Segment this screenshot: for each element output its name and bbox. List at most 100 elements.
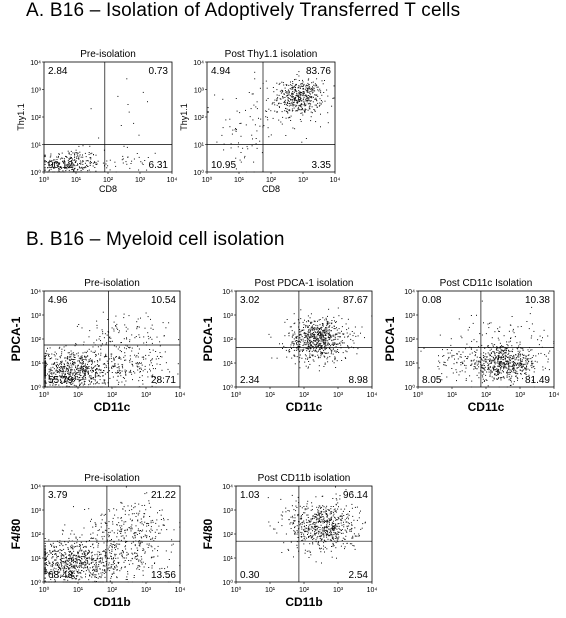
event-point bbox=[85, 377, 86, 378]
event-point bbox=[308, 97, 309, 98]
quadrant-upper-left: 0.08 bbox=[422, 295, 442, 306]
event-point bbox=[88, 367, 89, 368]
event-point bbox=[143, 92, 144, 93]
event-point bbox=[145, 355, 146, 356]
event-point bbox=[97, 558, 98, 559]
event-point bbox=[300, 109, 301, 110]
event-point bbox=[90, 546, 91, 547]
event-point bbox=[148, 525, 149, 526]
event-point bbox=[301, 331, 302, 332]
event-point bbox=[338, 518, 339, 519]
event-point bbox=[306, 333, 307, 334]
event-point bbox=[141, 556, 142, 557]
event-point bbox=[115, 387, 116, 388]
event-point bbox=[105, 354, 106, 355]
event-point bbox=[310, 533, 311, 534]
event-point bbox=[117, 533, 118, 534]
event-point bbox=[86, 547, 87, 548]
event-point bbox=[150, 532, 151, 533]
event-point bbox=[115, 365, 116, 366]
event-point bbox=[62, 530, 63, 531]
event-point bbox=[103, 532, 104, 533]
event-point bbox=[107, 568, 108, 569]
event-point bbox=[71, 369, 72, 370]
event-point bbox=[61, 566, 62, 567]
event-point bbox=[312, 526, 313, 527]
event-point bbox=[507, 348, 508, 349]
event-point bbox=[91, 351, 92, 352]
event-point bbox=[298, 537, 299, 538]
event-point bbox=[127, 530, 128, 531]
event-point bbox=[284, 322, 285, 323]
event-point bbox=[336, 500, 337, 501]
event-point bbox=[101, 576, 102, 577]
event-point bbox=[308, 517, 309, 518]
event-point bbox=[124, 378, 125, 379]
event-point bbox=[263, 125, 264, 126]
event-point bbox=[296, 100, 297, 101]
event-point bbox=[334, 530, 335, 531]
event-point bbox=[318, 357, 319, 358]
event-point bbox=[337, 349, 338, 350]
event-point bbox=[132, 558, 133, 559]
event-point bbox=[287, 100, 288, 101]
event-point bbox=[350, 334, 351, 335]
event-point bbox=[325, 334, 326, 335]
event-point bbox=[52, 554, 53, 555]
event-point bbox=[242, 148, 243, 149]
event-point bbox=[292, 87, 293, 88]
event-point bbox=[498, 366, 499, 367]
event-point bbox=[136, 553, 137, 554]
event-point bbox=[119, 358, 120, 359]
event-point bbox=[123, 552, 124, 553]
event-point bbox=[82, 371, 83, 372]
event-point bbox=[526, 321, 527, 322]
event-point bbox=[96, 571, 97, 572]
event-point bbox=[508, 350, 509, 351]
event-point bbox=[123, 551, 124, 552]
event-point bbox=[92, 552, 93, 553]
event-point bbox=[306, 348, 307, 349]
event-point bbox=[106, 365, 107, 366]
event-point bbox=[305, 509, 306, 510]
event-point bbox=[304, 344, 305, 345]
event-point bbox=[96, 355, 97, 356]
plot-title: Pre-isolation bbox=[84, 473, 140, 484]
event-point bbox=[118, 376, 119, 377]
event-point bbox=[494, 362, 495, 363]
event-point bbox=[73, 362, 74, 363]
event-point bbox=[123, 557, 124, 558]
event-point bbox=[300, 309, 301, 310]
event-point bbox=[353, 520, 354, 521]
event-point bbox=[124, 506, 125, 507]
event-point bbox=[53, 543, 54, 544]
event-point bbox=[98, 370, 99, 371]
event-point bbox=[503, 351, 504, 352]
event-point bbox=[511, 381, 512, 382]
event-point bbox=[84, 546, 85, 547]
event-point bbox=[535, 355, 536, 356]
event-point bbox=[126, 331, 127, 332]
event-point bbox=[111, 549, 112, 550]
event-point bbox=[471, 349, 472, 350]
event-point bbox=[296, 338, 297, 339]
event-point bbox=[113, 572, 114, 573]
event-point bbox=[120, 350, 121, 351]
event-point bbox=[292, 81, 293, 82]
event-point bbox=[473, 360, 474, 361]
event-point bbox=[96, 321, 97, 322]
event-point bbox=[338, 352, 339, 353]
event-point bbox=[58, 556, 59, 557]
event-point bbox=[83, 387, 84, 388]
event-point bbox=[308, 92, 309, 93]
event-point bbox=[517, 373, 518, 374]
event-point bbox=[316, 348, 317, 349]
event-point bbox=[504, 378, 505, 379]
event-point bbox=[294, 98, 295, 99]
event-point bbox=[479, 333, 480, 334]
event-point bbox=[506, 368, 507, 369]
event-point bbox=[316, 100, 317, 101]
event-point bbox=[359, 517, 360, 518]
event-point bbox=[298, 85, 299, 86]
event-point bbox=[91, 562, 92, 563]
